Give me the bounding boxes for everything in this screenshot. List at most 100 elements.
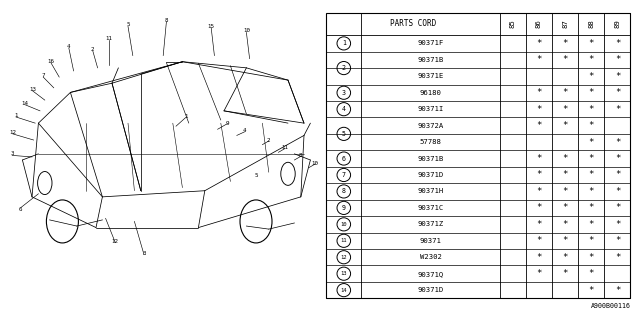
Text: *: * — [563, 187, 568, 196]
Text: 4: 4 — [243, 128, 246, 133]
Text: 2: 2 — [91, 47, 95, 52]
Text: 90372A: 90372A — [417, 123, 444, 129]
Text: 90371H: 90371H — [417, 188, 444, 195]
Text: 11: 11 — [106, 36, 112, 41]
Text: *: * — [536, 204, 541, 212]
Text: 13: 13 — [29, 87, 36, 92]
Text: *: * — [563, 220, 568, 229]
Text: 4: 4 — [342, 106, 346, 112]
Text: 5: 5 — [342, 131, 346, 137]
Text: *: * — [563, 236, 568, 245]
Text: *: * — [563, 269, 568, 278]
Text: *: * — [536, 105, 541, 114]
Text: *: * — [615, 55, 620, 64]
Text: 90371B: 90371B — [417, 156, 444, 162]
Text: *: * — [615, 105, 620, 114]
Text: *: * — [536, 171, 541, 180]
Text: *: * — [563, 154, 568, 163]
Text: 6: 6 — [342, 156, 346, 162]
Text: 5: 5 — [126, 22, 130, 27]
Text: 90371: 90371 — [420, 238, 442, 244]
Text: 1: 1 — [184, 115, 188, 119]
Text: 90371D: 90371D — [417, 172, 444, 178]
Text: 12: 12 — [10, 130, 16, 135]
Text: 89: 89 — [614, 20, 620, 28]
Text: 11: 11 — [282, 145, 288, 150]
Text: 90371I: 90371I — [417, 106, 444, 112]
Text: *: * — [589, 253, 594, 262]
Text: *: * — [589, 286, 594, 295]
Text: *: * — [589, 88, 594, 97]
Text: *: * — [615, 154, 620, 163]
Text: 90371C: 90371C — [417, 205, 444, 211]
Text: *: * — [536, 55, 541, 64]
Text: 12: 12 — [340, 255, 347, 260]
Text: *: * — [536, 154, 541, 163]
Text: 90371E: 90371E — [417, 73, 444, 79]
Text: *: * — [615, 187, 620, 196]
Text: W2302: W2302 — [420, 254, 442, 260]
Text: 3: 3 — [10, 151, 14, 156]
Text: *: * — [563, 55, 568, 64]
Text: 90371B: 90371B — [417, 57, 444, 63]
Text: *: * — [536, 269, 541, 278]
Text: *: * — [536, 88, 541, 97]
Text: 14: 14 — [340, 288, 347, 293]
Text: *: * — [589, 269, 594, 278]
Text: 10: 10 — [243, 28, 250, 34]
Text: *: * — [589, 204, 594, 212]
Text: 88: 88 — [588, 20, 595, 28]
Text: *: * — [589, 187, 594, 196]
Text: *: * — [589, 105, 594, 114]
Text: 14: 14 — [22, 101, 28, 106]
Text: *: * — [563, 253, 568, 262]
Text: *: * — [536, 187, 541, 196]
Text: *: * — [563, 204, 568, 212]
Text: *: * — [563, 39, 568, 48]
Text: 3: 3 — [142, 251, 146, 256]
Text: 5: 5 — [254, 173, 258, 178]
Text: 57788: 57788 — [420, 139, 442, 145]
Text: *: * — [563, 88, 568, 97]
Text: *: * — [615, 220, 620, 229]
Text: 96180: 96180 — [420, 90, 442, 96]
Text: 16: 16 — [48, 59, 54, 64]
Text: 4: 4 — [67, 44, 70, 49]
Text: 11: 11 — [340, 238, 347, 243]
Text: *: * — [615, 204, 620, 212]
Text: *: * — [563, 171, 568, 180]
Text: *: * — [589, 220, 594, 229]
Text: 7: 7 — [42, 73, 45, 78]
Text: 12: 12 — [112, 239, 118, 244]
Text: 87: 87 — [562, 20, 568, 28]
Text: *: * — [615, 138, 620, 147]
Text: 8: 8 — [299, 153, 303, 158]
Text: 10: 10 — [312, 161, 319, 165]
Text: *: * — [589, 72, 594, 81]
Text: 13: 13 — [340, 271, 347, 276]
Text: *: * — [615, 72, 620, 81]
Text: *: * — [589, 55, 594, 64]
Text: *: * — [536, 121, 541, 130]
Text: 9: 9 — [342, 205, 346, 211]
Text: 86: 86 — [536, 20, 542, 28]
Text: 90371F: 90371F — [417, 40, 444, 46]
Text: PARTS CORD: PARTS CORD — [390, 20, 436, 28]
Text: 8: 8 — [164, 18, 168, 23]
Text: *: * — [589, 138, 594, 147]
Text: *: * — [589, 154, 594, 163]
Text: 1: 1 — [342, 40, 346, 46]
Text: 7: 7 — [342, 172, 346, 178]
Text: *: * — [589, 121, 594, 130]
Text: *: * — [589, 39, 594, 48]
Text: *: * — [615, 88, 620, 97]
Text: 85: 85 — [510, 20, 516, 28]
Text: *: * — [536, 253, 541, 262]
Text: *: * — [589, 236, 594, 245]
Text: 6: 6 — [19, 207, 22, 212]
Text: *: * — [615, 39, 620, 48]
Text: *: * — [563, 121, 568, 130]
Text: *: * — [589, 171, 594, 180]
Text: 10: 10 — [340, 222, 347, 227]
Text: *: * — [536, 220, 541, 229]
